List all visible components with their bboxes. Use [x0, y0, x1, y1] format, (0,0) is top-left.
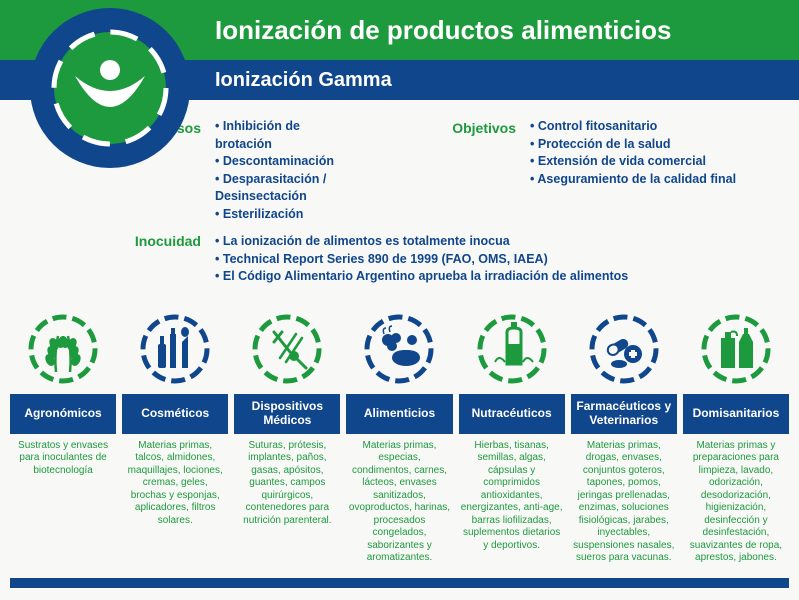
- cleaning-icon: [699, 312, 773, 386]
- categories-row: AgronómicosSustratos y envases para inoc…: [0, 308, 799, 565]
- inocuidad-item: El Código Alimentario Argentino aprueba …: [215, 268, 628, 286]
- category-title: Farmacéuticos y Veterinarios: [571, 394, 677, 434]
- medical-icon: [250, 312, 324, 386]
- food-icon: [362, 312, 436, 386]
- usos-item: Inhibición de brotación: [215, 118, 360, 153]
- usos-item: Esterilización: [215, 206, 360, 224]
- usos-item: Desparasitación / Desinsectación: [215, 171, 360, 206]
- pharma-icon: [587, 312, 661, 386]
- objetivos-item: Protección de la salud: [530, 136, 736, 154]
- category-desc: Materias primas, especias, condimentos, …: [346, 434, 452, 565]
- category-title: Dispositivos Médicos: [234, 394, 340, 434]
- category-title: Domisanitarios: [683, 394, 789, 434]
- category-desc: Suturas, prótesis, implantes, paños, gas…: [234, 434, 340, 528]
- category-desc: Materias primas y preparaciones para lim…: [683, 434, 789, 565]
- radura-icon: [30, 8, 190, 168]
- cosmetics-icon: [138, 312, 212, 386]
- category-card: AgronómicosSustratos y envases para inoc…: [10, 312, 116, 565]
- category-card: Dispositivos MédicosSuturas, prótesis, i…: [234, 312, 340, 565]
- category-desc: Materias primas, drogas, envases, conjun…: [571, 434, 677, 565]
- category-card: Farmacéuticos y VeterinariosMaterias pri…: [571, 312, 677, 565]
- category-card: CosméticosMaterias primas, talcos, almid…: [122, 312, 228, 565]
- objetivos-label: Objetivos: [360, 118, 530, 136]
- objetivos-list: Control fitosanitario Protección de la s…: [530, 118, 736, 223]
- objetivos-item: Aseguramiento de la calidad final: [530, 171, 736, 189]
- nutra-icon: [475, 312, 549, 386]
- page-title: Ionización de productos alimenticios: [215, 15, 672, 46]
- wheat-icon: [26, 312, 100, 386]
- bottom-bar: [10, 578, 789, 588]
- category-title: Agronómicos: [10, 394, 116, 434]
- objetivos-item: Control fitosanitario: [530, 118, 736, 136]
- category-desc: Hierbas, tisanas, semillas, algas, cápsu…: [459, 434, 565, 553]
- category-title: Alimenticios: [346, 394, 452, 434]
- objetivos-item: Extensión de vida comercial: [530, 153, 736, 171]
- category-title: Cosméticos: [122, 394, 228, 434]
- category-desc: Materias primas, talcos, almidones, maqu…: [122, 434, 228, 528]
- inocuidad-item: Technical Report Series 890 de 1999 (FAO…: [215, 251, 628, 269]
- usos-list: Inhibición de brotación Descontaminación…: [215, 118, 360, 223]
- page-subtitle: Ionización Gamma: [215, 69, 392, 92]
- category-card: AlimenticiosMaterias primas, especias, c…: [346, 312, 452, 565]
- inocuidad-item: La ionización de alimentos es totalmente…: [215, 233, 628, 251]
- inocuidad-list: La ionización de alimentos es totalmente…: [215, 233, 628, 286]
- category-card: DomisanitariosMaterias primas y preparac…: [683, 312, 789, 565]
- category-desc: Sustratos y envases para inoculantes de …: [10, 434, 116, 478]
- usos-item: Descontaminación: [215, 153, 360, 171]
- category-title: Nutracéuticos: [459, 394, 565, 434]
- inocuidad-label: Inocuidad: [20, 233, 215, 286]
- category-card: NutracéuticosHierbas, tisanas, semillas,…: [459, 312, 565, 565]
